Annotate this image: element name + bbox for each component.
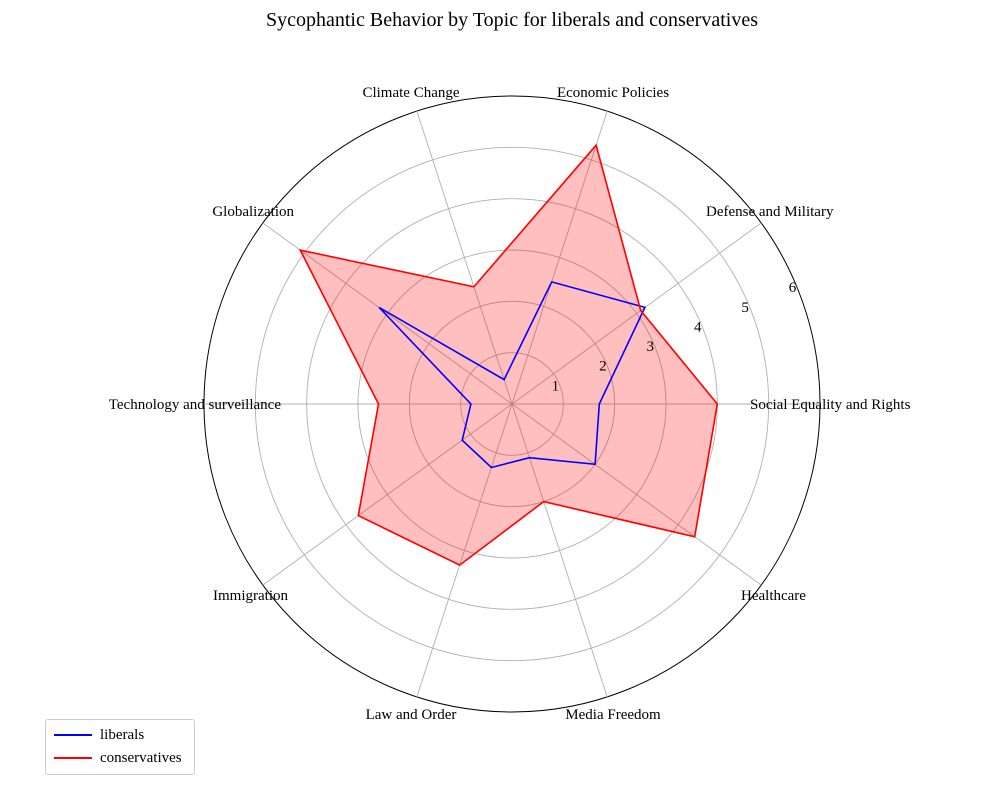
category-label-0: Social Equality and Rights (750, 397, 911, 413)
series-line-conservatives (298, 143, 719, 567)
spoke-8 (511, 403, 608, 698)
legend-label-liberals: liberals (100, 726, 145, 743)
spoke-7 (416, 403, 513, 698)
series-fill-conservatives (300, 145, 718, 566)
spoke-4 (262, 222, 513, 405)
radial-tick-label-1: 1 (552, 378, 560, 394)
spoke-1 (511, 222, 762, 405)
spoke-2 (511, 110, 608, 405)
radial-tick-label-6: 6 (789, 280, 797, 296)
category-label-1: Defense and Military (706, 204, 834, 220)
legend: liberals conservatives (45, 719, 195, 775)
series-layer (298, 143, 719, 567)
legend-swatch-liberals (54, 734, 92, 736)
spoke-9 (511, 403, 762, 586)
legend-swatch-conservatives (54, 757, 92, 759)
category-label-3: Climate Change (362, 85, 459, 101)
legend-label-conservatives: conservatives (100, 749, 182, 766)
category-label-2: Economic Policies (557, 85, 669, 101)
legend-item-conservatives: conservatives (54, 748, 182, 768)
category-label-5: Technology and surveillance (109, 397, 282, 413)
radial-tick-label-4: 4 (694, 319, 702, 335)
legend-item-liberals: liberals (54, 725, 144, 745)
spoke-3 (416, 110, 513, 405)
series-line-liberals (378, 280, 647, 469)
chart-title: Sycophantic Behavior by Topic for libera… (266, 9, 758, 31)
category-label-7: Law and Order (366, 707, 457, 723)
category-label-9: Healthcare (741, 588, 806, 604)
category-label-6: Immigration (213, 588, 288, 604)
category-label-4: Globalization (212, 204, 294, 220)
radial-tick-label-5: 5 (741, 300, 749, 316)
radial-tick-label-3: 3 (647, 339, 655, 355)
radial-tick-label-2: 2 (599, 359, 607, 375)
category-label-8: Media Freedom (565, 707, 661, 723)
axis-labels: 1 2 3 4 5 6 Social Equality and Rights Defense … (109, 85, 911, 723)
spoke-6 (262, 403, 513, 586)
